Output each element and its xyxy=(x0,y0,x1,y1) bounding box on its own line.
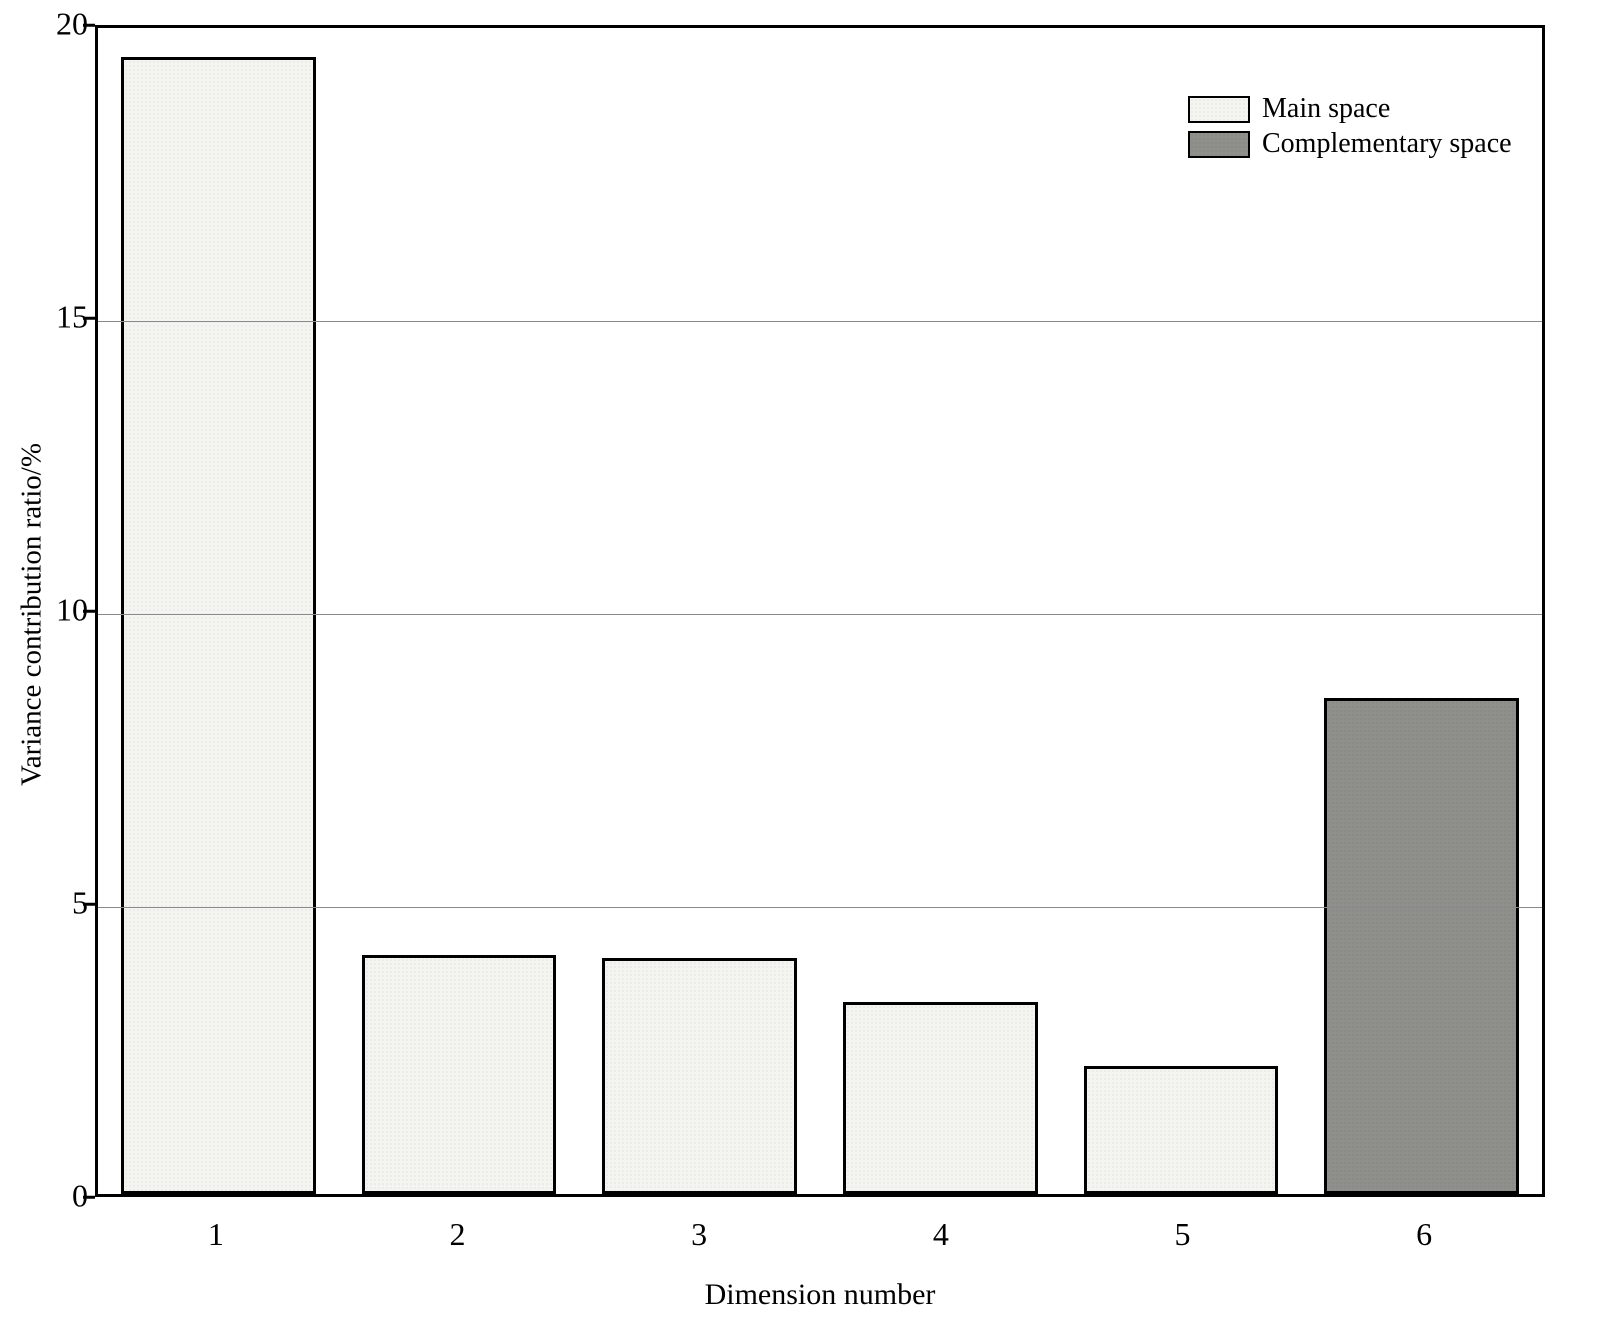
plot-area: Main space Complementary space xyxy=(95,25,1545,1197)
y-tick-label-10: 10 xyxy=(56,591,88,628)
bars-row xyxy=(98,28,1542,1194)
x-tick-label-1: 1 xyxy=(207,1216,224,1252)
y-tick-mark-0 xyxy=(83,1195,95,1199)
x-tick-label-6: 6 xyxy=(1416,1216,1433,1252)
legend-swatch-complementary-space xyxy=(1188,130,1250,158)
y-axis-title: Variance contribution ratio/% xyxy=(15,442,48,787)
y-tick-label-20: 20 xyxy=(56,5,88,42)
bar-slot-3 xyxy=(579,28,820,1194)
y-tick-mark-10 xyxy=(83,609,95,613)
legend-label-main-space: Main space xyxy=(1262,93,1391,124)
bar-slot-6 xyxy=(1301,28,1542,1194)
y-tick-mark-5 xyxy=(83,902,95,906)
y-tick-label-5: 5 xyxy=(72,884,88,921)
x-axis-title: Dimension number xyxy=(704,1278,936,1311)
bar-dimension-5 xyxy=(1083,1065,1279,1194)
bar-dimension-3 xyxy=(602,957,798,1194)
x-tick-label-3: 3 xyxy=(691,1216,708,1252)
bar-dimension-2 xyxy=(361,954,557,1194)
legend-entry-main: Main space xyxy=(1188,93,1512,125)
legend-swatch-main-space xyxy=(1188,95,1250,123)
bar-slot-4 xyxy=(820,28,1061,1194)
y-tick-label-15: 15 xyxy=(56,298,88,335)
bar-slot-5 xyxy=(1061,28,1302,1194)
x-tick-label-4: 4 xyxy=(932,1216,949,1252)
x-tick-label-5: 5 xyxy=(1174,1216,1191,1252)
bar-dimension-4 xyxy=(842,1001,1038,1194)
bar-slot-1 xyxy=(98,28,339,1194)
y-tick-mark-20 xyxy=(83,23,95,27)
bar-slot-2 xyxy=(339,28,580,1194)
bar-dimension-1 xyxy=(120,57,316,1194)
legend-label-complementary-space: Complementary space xyxy=(1262,127,1512,159)
y-tick-label-0: 0 xyxy=(72,1177,88,1214)
x-tick-label-2: 2 xyxy=(449,1216,466,1252)
bar-dimension-6 xyxy=(1324,698,1520,1194)
legend: Main space Complementary space xyxy=(1188,93,1512,160)
legend-entry-complementary: Complementary space xyxy=(1188,127,1512,160)
y-tick-mark-15 xyxy=(83,316,95,320)
